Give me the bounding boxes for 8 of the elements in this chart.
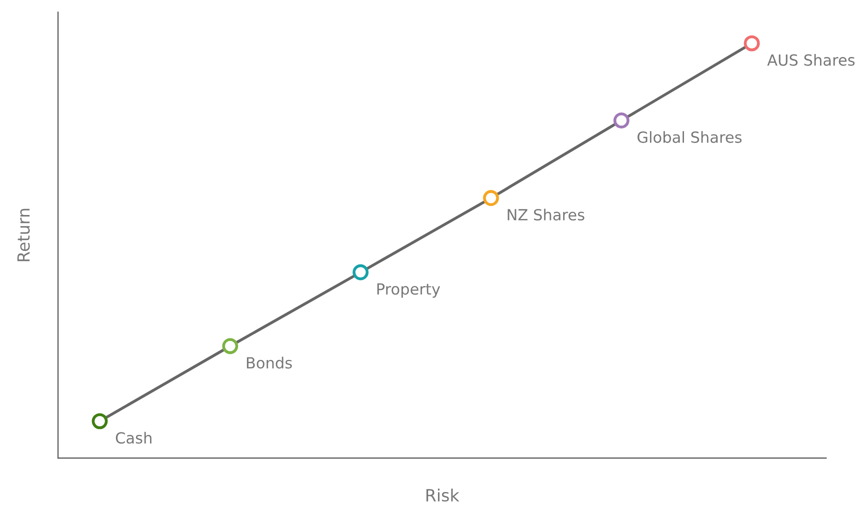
annotation: AUS Shares [767, 54, 855, 66]
annotation: Global Shares [638, 131, 742, 143]
x-axis-title: Risk [426, 488, 460, 502]
annotation: NZ Shares [508, 208, 584, 221]
annotation: Property [377, 283, 440, 298]
annotation: Cash [116, 432, 152, 444]
annotation: Bonds [246, 356, 292, 369]
y-axis-title: Return [17, 208, 30, 262]
